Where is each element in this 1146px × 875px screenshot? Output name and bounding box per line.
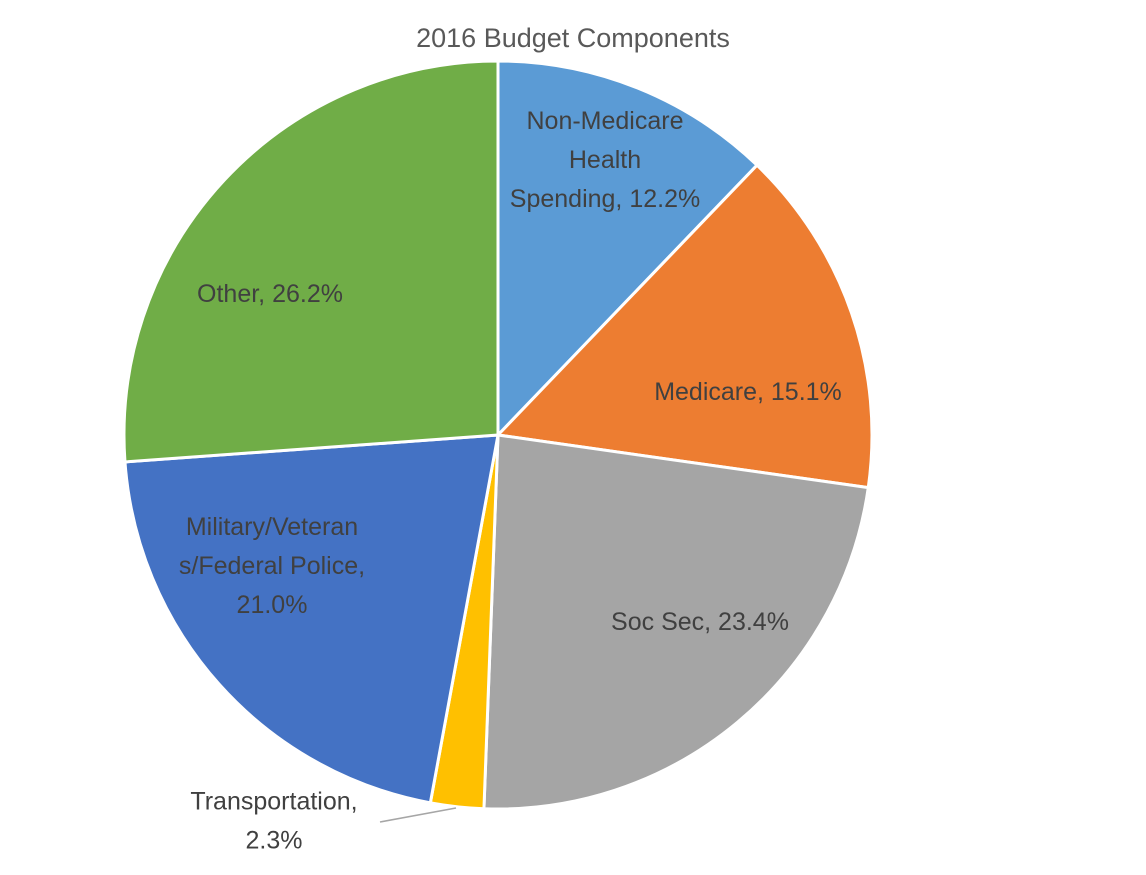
data-label-non-medicare-health: Non-Medicare Health Spending, 12.2% xyxy=(510,107,700,213)
pie-slices xyxy=(122,59,874,811)
pie-slice-military-veterans xyxy=(123,433,500,805)
data-label-line: Transportation, xyxy=(190,788,357,816)
data-label-line: Non-Medicare xyxy=(526,107,683,135)
data-label-line: Military/Veteran xyxy=(186,513,358,541)
data-label-line: Medicare, 15.1% xyxy=(654,378,842,406)
transportation-leader-line xyxy=(379,807,457,823)
pie-slice-soc-sec xyxy=(482,433,870,811)
pie-slice-other xyxy=(122,59,500,464)
data-label-line: Spending, 12.2% xyxy=(510,185,700,213)
pie-slice-medicare xyxy=(496,163,874,490)
data-label-military-veterans: Military/Veteran s/Federal Police, 21.0% xyxy=(179,513,365,619)
data-label-line: 2.3% xyxy=(246,827,303,855)
data-label-other: Other, 26.2% xyxy=(197,280,343,308)
data-label-line: 21.0% xyxy=(237,591,308,619)
data-label-line: Other, 26.2% xyxy=(197,280,343,308)
data-label-soc-sec: Soc Sec, 23.4% xyxy=(611,608,789,636)
pie-slice-non-medicare-health xyxy=(496,59,759,437)
data-label-line: s/Federal Police, xyxy=(179,552,365,580)
chart-title: 2016 Budget Components xyxy=(416,23,730,53)
data-label-line: Soc Sec, 23.4% xyxy=(611,608,789,636)
data-label-transportation: Transportation, 2.3% xyxy=(190,788,357,855)
data-label-medicare: Medicare, 15.1% xyxy=(654,378,842,406)
data-label-line: Health xyxy=(569,146,641,174)
